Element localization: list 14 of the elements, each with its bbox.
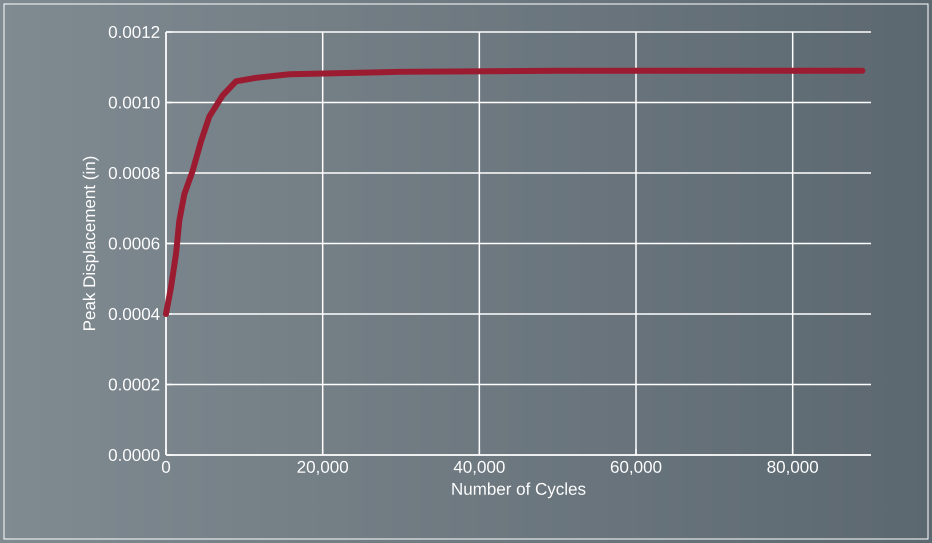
y-tick-label: 0.0008 xyxy=(108,166,160,180)
y-tick-label: 0.0010 xyxy=(108,96,160,109)
x-tick-label: 80,000 xyxy=(767,460,818,475)
x-axis-title: Number of Cycles xyxy=(452,482,586,498)
x-tick-label: 0 xyxy=(162,460,170,473)
y-tick-label: 0.0004 xyxy=(108,308,160,320)
x-tick-label: 60,000 xyxy=(610,460,662,475)
x-tick-label: 20,000 xyxy=(298,460,348,475)
y-tick-label: 0.0012 xyxy=(108,26,160,38)
y-axis-title: Peak Displacement (in) xyxy=(82,156,99,330)
y-tick-label: 0.0000 xyxy=(108,448,160,462)
y-tick-label: 0.0006 xyxy=(108,237,160,250)
x-tick-label: 40,000 xyxy=(454,460,505,475)
y-tick-label: 0.0002 xyxy=(108,378,160,391)
